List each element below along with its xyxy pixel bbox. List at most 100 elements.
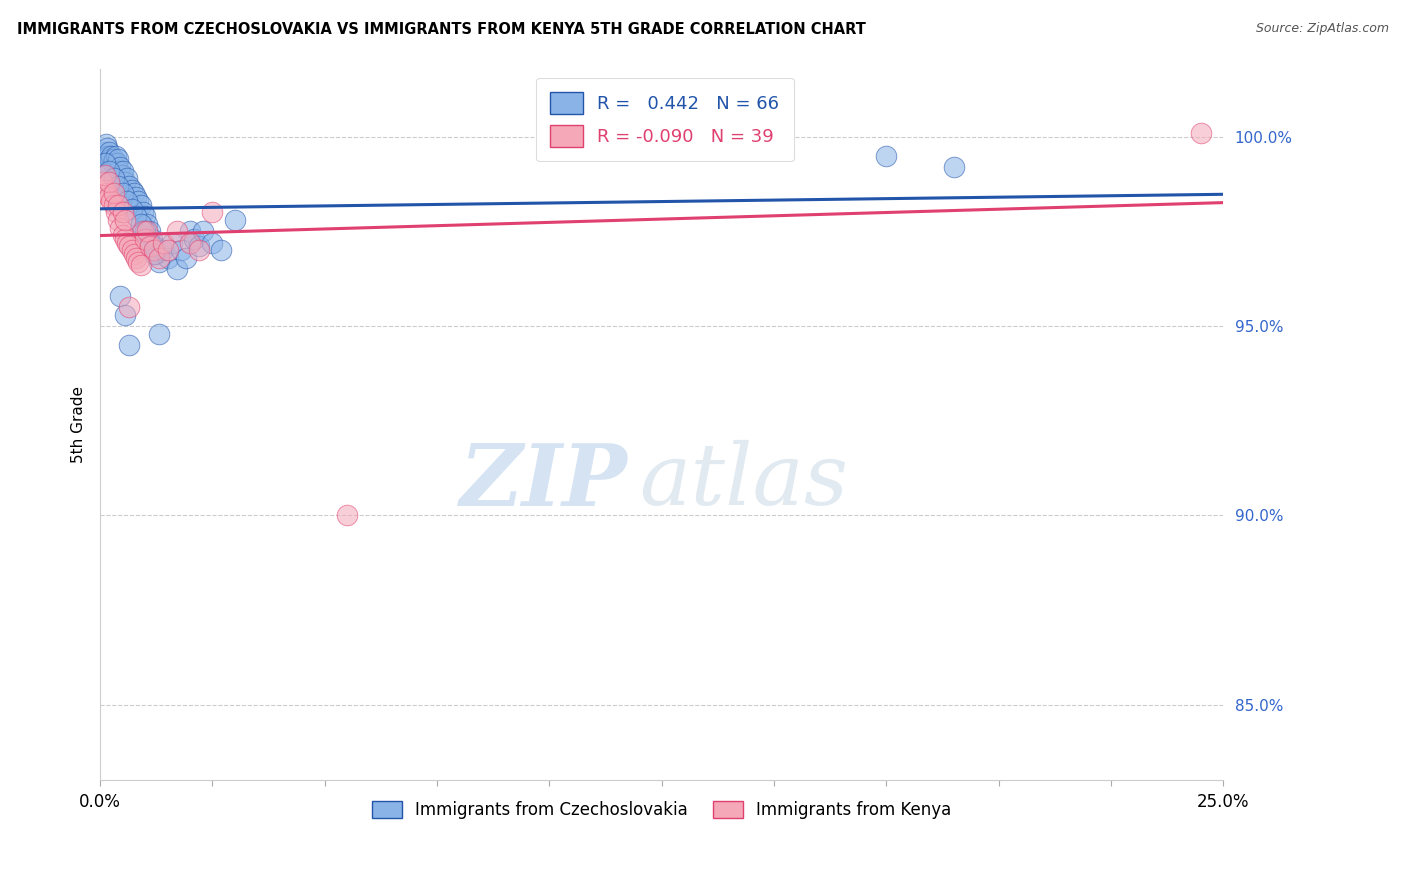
Point <box>201 205 224 219</box>
Point <box>97 148 120 162</box>
Point <box>143 247 166 261</box>
Text: IMMIGRANTS FROM CZECHOSLOVAKIA VS IMMIGRANTS FROM KENYA 5TH GRADE CORRELATION CH: IMMIGRANTS FROM CZECHOSLOVAKIA VS IMMIGR… <box>17 22 866 37</box>
Point <box>143 244 166 258</box>
Point <box>98 190 121 204</box>
Point <box>138 239 160 253</box>
Point <box>96 186 118 201</box>
Point <box>134 232 156 246</box>
Point <box>122 186 145 201</box>
Point <box>125 209 148 223</box>
Point <box>166 224 188 238</box>
Point <box>193 224 215 238</box>
Point <box>129 259 152 273</box>
Point <box>179 235 201 250</box>
Point <box>125 190 148 204</box>
Point <box>111 168 134 182</box>
Point <box>156 244 179 258</box>
Point <box>148 251 170 265</box>
Point <box>336 508 359 523</box>
Point <box>132 224 155 238</box>
Point <box>1189 126 1212 140</box>
Point <box>91 160 114 174</box>
Point <box>132 205 155 219</box>
Point <box>875 148 897 162</box>
Point <box>148 326 170 341</box>
Point <box>134 224 156 238</box>
Point <box>166 262 188 277</box>
Point <box>138 224 160 238</box>
Point <box>107 198 129 212</box>
Point <box>93 148 115 162</box>
Point <box>188 239 211 253</box>
Point <box>141 232 163 246</box>
Point <box>148 254 170 268</box>
Point <box>136 224 159 238</box>
Point <box>100 148 122 162</box>
Point <box>121 183 143 197</box>
Point <box>104 205 127 219</box>
Point <box>93 168 115 182</box>
Point <box>183 232 205 246</box>
Point <box>152 235 174 250</box>
Point <box>136 217 159 231</box>
Point <box>94 137 117 152</box>
Point <box>114 213 136 227</box>
Point <box>115 171 138 186</box>
Point <box>121 244 143 258</box>
Point <box>93 183 115 197</box>
Point <box>118 239 141 253</box>
Point <box>91 175 114 189</box>
Point <box>152 244 174 258</box>
Point <box>143 239 166 253</box>
Point <box>134 209 156 223</box>
Point <box>107 178 129 193</box>
Point <box>129 198 152 212</box>
Point <box>145 247 167 261</box>
Point <box>156 251 179 265</box>
Point <box>93 156 115 170</box>
Point <box>98 175 121 189</box>
Point <box>179 224 201 238</box>
Point <box>98 145 121 159</box>
Point <box>129 217 152 231</box>
Point <box>111 186 134 201</box>
Point <box>114 175 136 189</box>
Point <box>114 308 136 322</box>
Point <box>115 194 138 208</box>
Point <box>98 153 121 167</box>
Point <box>115 235 138 250</box>
Legend: Immigrants from Czechoslovakia, Immigrants from Kenya: Immigrants from Czechoslovakia, Immigran… <box>366 794 959 825</box>
Point <box>93 145 115 159</box>
Point <box>103 198 125 212</box>
Point <box>125 251 148 265</box>
Point <box>100 194 122 208</box>
Point <box>188 244 211 258</box>
Point <box>121 202 143 216</box>
Point <box>118 300 141 314</box>
Point <box>211 244 233 258</box>
Point <box>103 153 125 167</box>
Point <box>111 228 134 243</box>
Point <box>224 213 246 227</box>
Point <box>160 235 183 250</box>
Point <box>103 160 125 174</box>
Point <box>118 178 141 193</box>
Point <box>138 235 160 250</box>
Point <box>104 148 127 162</box>
Point <box>942 160 965 174</box>
Point <box>98 163 121 178</box>
Point <box>111 205 134 219</box>
Point <box>110 220 132 235</box>
Point <box>127 194 149 208</box>
Point <box>174 251 197 265</box>
Point <box>108 163 131 178</box>
Point <box>201 235 224 250</box>
Point <box>103 186 125 201</box>
Point <box>110 288 132 302</box>
Text: atlas: atlas <box>640 440 848 523</box>
Point <box>170 244 193 258</box>
Text: ZIP: ZIP <box>460 440 628 523</box>
Point <box>118 338 141 352</box>
Point <box>111 163 134 178</box>
Point <box>107 213 129 227</box>
